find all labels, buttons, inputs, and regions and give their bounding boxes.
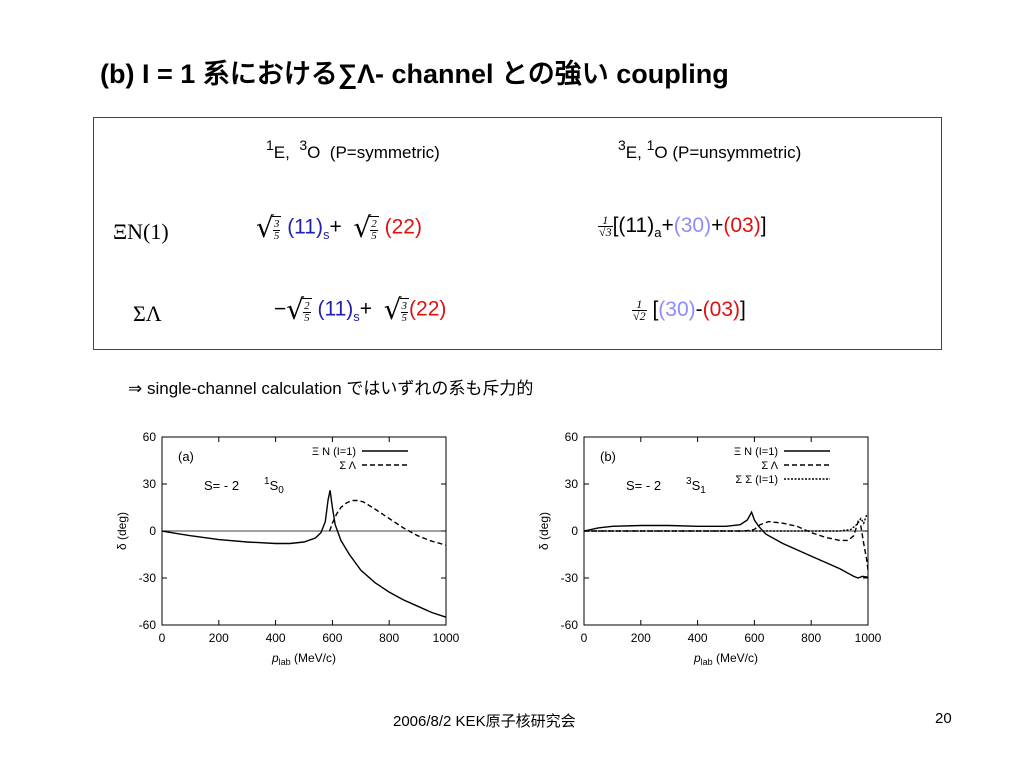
strangeness-label: S= - 2 — [626, 478, 661, 493]
dash-sign: - — [695, 298, 703, 321]
plus-sign: + — [661, 214, 674, 237]
header-desc: (P=symmetric) — [329, 143, 440, 162]
series-line-3 — [584, 513, 869, 532]
x-axis-label: plab (MeV/c) — [693, 651, 758, 667]
x-tick-label: 600 — [322, 631, 342, 645]
y-tick-label: 0 — [149, 524, 156, 538]
minus-sign: − — [274, 297, 287, 321]
state-label: 1S0 — [264, 476, 284, 496]
header-sup: 3 — [618, 137, 626, 153]
close-bracket: ] — [740, 298, 746, 321]
header-sup: 3 — [299, 137, 308, 153]
x-tick-label: 0 — [159, 631, 166, 645]
legend-label: Σ Λ — [339, 460, 356, 472]
y-tick-label: 60 — [565, 430, 579, 444]
x-tick-label: 0 — [581, 631, 588, 645]
open-bracket: [ — [652, 298, 659, 321]
y-tick-label: -60 — [561, 618, 579, 632]
subscript-a: a — [654, 225, 662, 240]
sqrt-symbol: √ 2 5 — [353, 211, 379, 244]
series-line-2 — [584, 519, 869, 571]
plus-sign: + — [711, 214, 724, 237]
row2-label: ΣΛ — [133, 301, 162, 326]
panel-label: (a) — [178, 449, 194, 464]
bracket-term-11: [(11) — [612, 214, 655, 237]
conclusion-note: ⇒ single-channel calculation ではいずれの系も斥力的 — [128, 379, 534, 398]
prefactor: 1 √3 — [598, 212, 613, 239]
term-11: (11) — [287, 215, 323, 239]
plus-sign: + — [329, 215, 342, 239]
x-tick-label: 400 — [688, 631, 708, 645]
row1-symmetric: √ 3 5 (11)s+ √ 2 5 (22) — [256, 214, 422, 242]
header-symmetric: 1E, 3O (P=symmetric) — [266, 137, 440, 163]
header-desc: (P=unsymmetric) — [672, 143, 802, 162]
series-line-2 — [328, 499, 447, 546]
header-o: O — [654, 143, 668, 162]
y-tick-label: 30 — [143, 477, 157, 491]
y-tick-label: -60 — [139, 618, 157, 632]
row1-unsymmetric: 1 √3 [(11)a+(30)+(03)] — [598, 212, 767, 240]
x-tick-label: 1000 — [433, 631, 460, 645]
x-tick-label: 800 — [379, 631, 399, 645]
x-tick-label: 200 — [209, 631, 229, 645]
term-11: (11) — [317, 297, 354, 321]
header-o: O — [307, 143, 321, 162]
term-03: (03) — [702, 298, 740, 321]
legend-label: Σ Λ — [761, 460, 778, 472]
strangeness-label: S= - 2 — [204, 478, 239, 493]
row2-symmetric: − √ 2 5 (11)s+ √ 3 5 (22) — [274, 296, 446, 324]
term-03: (03) — [723, 214, 761, 237]
term-30: (30) — [673, 214, 712, 237]
row1-label: ΞN(1) — [113, 219, 169, 244]
legend-label: Ξ N (I=1) — [312, 446, 356, 458]
x-tick-label: 600 — [744, 631, 764, 645]
panel-label: (b) — [600, 449, 616, 464]
y-tick-label: -30 — [139, 571, 157, 585]
header-sup: 1 — [646, 137, 655, 153]
plus-sign: + — [359, 297, 373, 321]
y-axis-label: δ (deg) — [537, 512, 551, 550]
header-e: E, — [273, 143, 290, 162]
x-axis-label: plab (MeV/c) — [271, 651, 336, 667]
y-tick-label: 30 — [565, 477, 579, 491]
term-30: (30) — [658, 298, 696, 321]
slide-title: (b) I = 1 系における∑Λ- channel との強い coupling — [100, 59, 729, 89]
y-axis-label: δ (deg) — [115, 512, 129, 550]
term-22: (22) — [384, 215, 422, 239]
legend-label: Ξ N (I=1) — [734, 446, 778, 458]
sqrt-symbol: √ 2 5 — [286, 293, 312, 326]
term-22: (22) — [409, 297, 447, 321]
subscript-s: s — [353, 308, 360, 324]
legend-label: Σ Σ (I=1) — [735, 474, 778, 486]
y-tick-label: -30 — [561, 571, 579, 585]
y-tick-label: 60 — [143, 430, 157, 444]
y-tick-label: 0 — [571, 524, 578, 538]
sqrt-symbol: √ 3 5 — [256, 211, 282, 244]
header-e: E, — [625, 143, 642, 162]
header-unsymmetric: 3E, 1O (P=unsymmetric) — [618, 137, 802, 163]
state-label: 3S1 — [686, 476, 706, 496]
prefactor: 1 √2 — [632, 296, 647, 323]
x-tick-label: 800 — [801, 631, 821, 645]
series-line-1 — [161, 490, 447, 618]
phase-shift-chart-a: 0 200 400 600 800 1000 60 30 0 -30 -60 plab (MeV/c)… — [115, 430, 460, 667]
x-tick-label: 1000 — [855, 631, 882, 645]
footer-text: 2006/8/2 KEK原子核研究会 — [393, 713, 576, 730]
x-tick-label: 200 — [631, 631, 651, 645]
close-bracket: ] — [760, 214, 767, 237]
coupling-table — [93, 117, 942, 350]
page-number: 20 — [935, 710, 952, 727]
x-tick-label: 400 — [266, 631, 286, 645]
sqrt-symbol: √ 3 5 — [383, 293, 410, 326]
phase-shift-chart-b: 0 200 400 600 800 1000 60 30 0 -30 -60 plab (MeV/c)… — [537, 430, 882, 667]
series-line-1 — [583, 510, 869, 579]
subscript-s: s — [322, 226, 330, 242]
row2-unsymmetric: 1 √2 [(30)-(03)] — [632, 298, 746, 322]
header-sup: 1 — [266, 137, 274, 153]
